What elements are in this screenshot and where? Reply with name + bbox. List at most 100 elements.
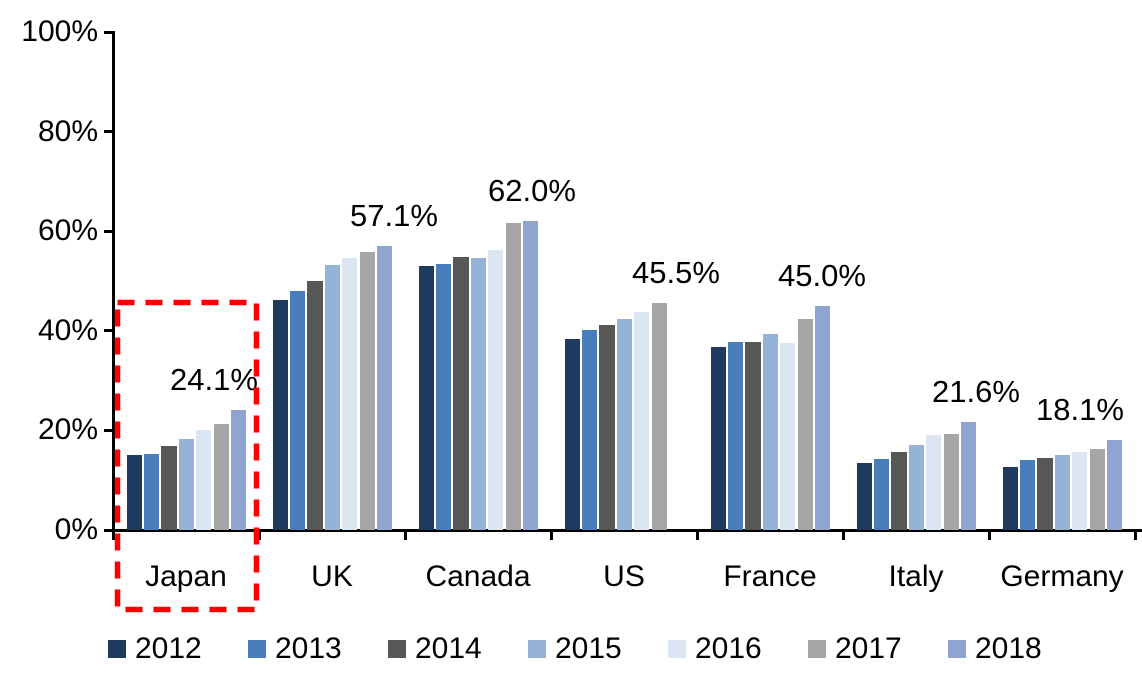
data-label-japan: 24.1% bbox=[170, 361, 258, 397]
bar-france-2014 bbox=[745, 342, 761, 530]
bar-uk-2013 bbox=[289, 291, 306, 530]
y-axis-tick bbox=[104, 528, 113, 532]
bar-japan-2013 bbox=[143, 454, 160, 530]
bar-japan-2012 bbox=[126, 455, 142, 530]
bar-germany-2018 bbox=[1107, 439, 1123, 530]
bar-france-2017 bbox=[797, 318, 813, 530]
y-axis-tick bbox=[104, 329, 113, 333]
category-label-italy: Italy bbox=[888, 560, 944, 593]
bar-germany-2017 bbox=[1089, 449, 1105, 530]
bar-italy-2018 bbox=[961, 422, 977, 530]
x-axis-tick bbox=[403, 531, 407, 540]
bar-germany-2013 bbox=[1019, 459, 1036, 530]
bar-japan-2015 bbox=[178, 439, 195, 530]
legend-swatch-2013 bbox=[248, 640, 266, 658]
legend-label-2016: 2016 bbox=[695, 632, 762, 665]
bar-japan-2014 bbox=[161, 445, 177, 530]
legend-item-2012: 2012 bbox=[108, 634, 202, 664]
bar-france-2013 bbox=[727, 342, 744, 530]
y-axis-label: 0% bbox=[54, 513, 98, 546]
x-axis-tick bbox=[111, 531, 115, 540]
bar-france-2018 bbox=[815, 305, 831, 530]
bar-germany-2015 bbox=[1054, 455, 1071, 530]
legend-label-2012: 2012 bbox=[135, 632, 202, 665]
category-label-germany: Germany bbox=[1000, 560, 1124, 593]
bar-germany-2016 bbox=[1072, 452, 1088, 530]
legend-label-2013: 2013 bbox=[275, 632, 342, 665]
x-axis-tick bbox=[987, 531, 991, 540]
bar-uk-2012 bbox=[272, 299, 288, 530]
bar-us-2014 bbox=[599, 325, 615, 530]
legend-label-2015: 2015 bbox=[555, 632, 622, 665]
y-axis-label: 100% bbox=[21, 15, 98, 48]
category-label-us: US bbox=[603, 560, 645, 593]
legend-item-2014: 2014 bbox=[388, 634, 482, 664]
x-axis-tick bbox=[1133, 531, 1137, 540]
bar-italy-2015 bbox=[908, 445, 925, 530]
bar-italy-2013 bbox=[873, 458, 890, 530]
legend-swatch-2015 bbox=[528, 640, 546, 658]
bar-japan-2017 bbox=[213, 423, 229, 530]
bar-canada-2016 bbox=[488, 250, 504, 530]
y-axis-tick bbox=[104, 428, 113, 432]
legend-item-2013: 2013 bbox=[248, 634, 342, 664]
legend-swatch-2014 bbox=[388, 640, 406, 658]
legend-item-2018: 2018 bbox=[948, 634, 1042, 664]
legend: 2012 2013 2014 2015 2016 2017 2018 bbox=[0, 634, 1142, 674]
bar-canada-2014 bbox=[453, 256, 469, 530]
category-label-canada: Canada bbox=[425, 560, 531, 593]
category-label-uk: UK bbox=[311, 560, 353, 593]
legend-swatch-2018 bbox=[948, 640, 966, 658]
bar-italy-2014 bbox=[891, 452, 907, 530]
bar-canada-2015 bbox=[470, 258, 487, 530]
legend-swatch-2012 bbox=[108, 640, 126, 658]
data-label-germany: 18.1% bbox=[1036, 391, 1124, 427]
bar-uk-2014 bbox=[307, 281, 323, 530]
bar-germany-2014 bbox=[1037, 457, 1053, 530]
bar-us-2017 bbox=[651, 303, 667, 530]
x-axis-tick bbox=[695, 531, 699, 540]
bar-uk-2015 bbox=[324, 264, 341, 530]
legend-label-2017: 2017 bbox=[835, 632, 902, 665]
y-axis-tick bbox=[104, 229, 113, 233]
y-axis-label: 60% bbox=[37, 214, 98, 248]
bar-uk-2017 bbox=[359, 252, 375, 530]
x-axis-tick bbox=[841, 531, 845, 540]
bar-france-2016 bbox=[780, 343, 796, 530]
bar-italy-2016 bbox=[926, 434, 942, 530]
x-axis-line bbox=[104, 529, 1142, 532]
bar-france-2015 bbox=[762, 334, 779, 530]
legend-item-2015: 2015 bbox=[528, 634, 622, 664]
bar-canada-2017 bbox=[505, 222, 521, 530]
bar-canada-2012 bbox=[418, 266, 434, 530]
bar-uk-2016 bbox=[342, 257, 358, 530]
y-axis-tick bbox=[104, 130, 113, 134]
data-label-france: 45.0% bbox=[778, 257, 866, 293]
x-axis-tick bbox=[549, 531, 553, 540]
legend-label-2018: 2018 bbox=[975, 632, 1042, 665]
bar-us-2015 bbox=[616, 319, 633, 530]
data-label-us: 45.5% bbox=[632, 255, 720, 291]
legend-swatch-2017 bbox=[808, 640, 826, 658]
legend-swatch-2016 bbox=[668, 640, 686, 658]
bar-us-2012 bbox=[564, 338, 580, 530]
bar-france-2012 bbox=[710, 347, 726, 530]
x-axis-tick bbox=[257, 531, 261, 540]
bar-germany-2012 bbox=[1002, 467, 1018, 530]
y-axis-label: 20% bbox=[37, 413, 98, 447]
y-axis-line bbox=[112, 31, 115, 532]
y-axis-label: 80% bbox=[37, 114, 98, 148]
bar-italy-2012 bbox=[856, 463, 872, 530]
category-label-france: France bbox=[723, 560, 817, 593]
bar-us-2016 bbox=[634, 312, 650, 530]
bar-uk-2018 bbox=[377, 245, 393, 530]
bar-us-2013 bbox=[581, 329, 598, 530]
bar-japan-2016 bbox=[196, 430, 212, 530]
bar-japan-2018 bbox=[231, 409, 247, 530]
bar-canada-2018 bbox=[523, 221, 539, 530]
legend-item-2017: 2017 bbox=[808, 634, 902, 664]
data-label-canada: 62.0% bbox=[488, 173, 576, 209]
bar-canada-2013 bbox=[435, 263, 452, 530]
bar-italy-2017 bbox=[943, 433, 959, 530]
